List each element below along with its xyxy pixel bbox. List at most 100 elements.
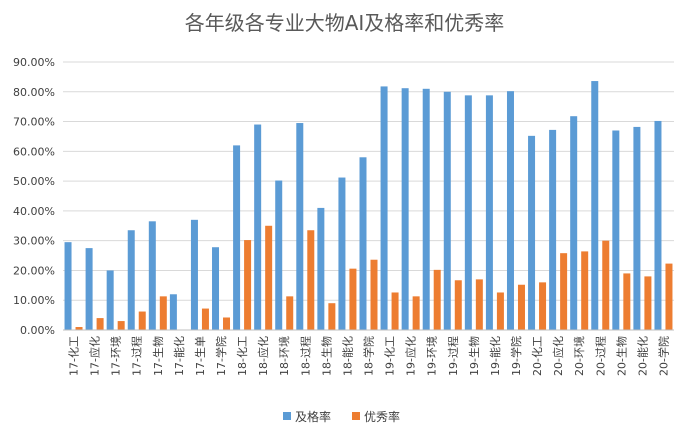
bar-pass-rate: [85, 248, 93, 330]
bar-excellent-rate: [307, 230, 315, 330]
bar-excellent-rate: [412, 296, 420, 330]
bar-pass-rate: [464, 95, 472, 330]
bar-excellent-rate: [265, 225, 273, 330]
bar-excellent-rate: [560, 253, 568, 330]
y-tick-label: 90.00%: [13, 56, 55, 69]
x-category-label: 18-化工: [235, 336, 249, 376]
bar-excellent-rate: [454, 280, 462, 330]
bar-pass-rate: [148, 221, 156, 330]
bar-pass-rate: [549, 129, 557, 330]
bar-excellent-rate: [623, 273, 631, 330]
bar-pass-rate: [296, 123, 304, 330]
chart-title: 各年级各专业大物AI及格率和优秀率: [185, 11, 505, 35]
bar-excellent-rate: [433, 269, 441, 330]
bar-excellent-rate: [96, 318, 104, 330]
bar-pass-rate: [275, 180, 283, 330]
x-category-label: 18-生物: [319, 336, 333, 376]
y-tick-label: 10.00%: [13, 294, 55, 307]
bar-excellent-rate: [665, 263, 673, 330]
bar-pass-rate: [612, 130, 620, 330]
y-tick-label: 80.00%: [13, 86, 55, 99]
y-tick-label: 0.00%: [20, 324, 55, 337]
x-category-label: 17-环境: [109, 336, 123, 376]
x-category-label: 18-学院: [362, 336, 376, 376]
x-category-label: 17-过程: [131, 336, 144, 376]
y-tick-label: 70.00%: [13, 116, 55, 129]
bar-pass-rate: [212, 247, 220, 330]
bar-excellent-rate: [286, 296, 294, 330]
bar-pass-rate: [528, 135, 536, 330]
bar-excellent-rate: [496, 292, 504, 330]
x-category-label: 19-生物: [467, 336, 481, 376]
x-category-label: 18-应化: [256, 336, 270, 376]
bars: [64, 81, 673, 331]
bar-pass-rate: [443, 91, 451, 330]
bar-excellent-rate: [117, 321, 125, 330]
x-category-label: 18-能化: [340, 336, 354, 376]
x-category-label: 20-能化: [635, 336, 649, 376]
x-category-label: 19-能化: [488, 336, 502, 376]
bar-pass-rate: [591, 81, 599, 330]
bar-pass-rate: [127, 230, 135, 330]
bar-pass-rate: [401, 88, 409, 330]
y-tick-label: 60.00%: [13, 145, 55, 158]
x-category-label: 20-环境: [572, 336, 586, 376]
bar-excellent-rate: [581, 251, 589, 330]
x-category-label: 20-生物: [614, 336, 628, 376]
x-axis-categories: 17-化工 17-应化 17-环境 17-过程 17-生物 17-能化 17-生单 17-学院…: [67, 336, 671, 376]
bar-pass-rate: [338, 177, 346, 330]
bar-excellent-rate: [159, 296, 167, 330]
bar-excellent-rate: [349, 268, 357, 330]
x-category-label: 17-能化: [172, 336, 186, 376]
bar-pass-rate: [254, 124, 262, 330]
legend-label-pass: 及格率: [295, 409, 331, 424]
x-category-label: 18-环境: [277, 336, 291, 376]
bar-excellent-rate: [517, 284, 525, 330]
x-category-label: 20-化工: [530, 336, 544, 376]
bar-pass-rate: [485, 95, 493, 330]
bar-excellent-rate: [138, 311, 146, 330]
x-category-label: 17-生物: [151, 336, 165, 376]
bar-pass-rate: [422, 88, 430, 330]
x-category-label: 17-学院: [214, 336, 228, 376]
bar-pass-rate: [190, 219, 198, 330]
y-tick-label: 40.00%: [13, 205, 55, 218]
bar-pass-rate: [169, 294, 177, 330]
y-tick-label: 30.00%: [13, 235, 55, 248]
x-category-label: 20-应化: [551, 336, 565, 376]
y-axis-ticks: 0.00% 10.00% 20.00% 30.00% 40.00% 50.00% 60.00…: [13, 56, 55, 337]
bar-excellent-rate: [475, 279, 483, 330]
x-category-label: 17-应化: [88, 336, 102, 376]
bar-excellent-rate: [370, 259, 378, 330]
x-category-label: 19-环境: [425, 336, 439, 376]
x-category-label: 19-应化: [404, 336, 418, 376]
x-category-label: 17-化工: [67, 336, 81, 376]
x-category-label: 19-学院: [509, 336, 523, 376]
bar-excellent-rate: [75, 327, 83, 330]
x-category-label: 19-过程: [447, 336, 460, 376]
bar-excellent-rate: [244, 240, 252, 330]
x-category-label: 18-过程: [299, 336, 312, 376]
y-tick-label: 50.00%: [13, 175, 55, 188]
bar-pass-rate: [506, 91, 514, 331]
bar-excellent-rate: [644, 276, 652, 330]
legend-swatch-pass: [283, 412, 291, 420]
x-category-label: 20-过程: [594, 336, 607, 376]
bar-pass-rate: [64, 242, 72, 330]
x-category-label: 20-学院: [656, 336, 670, 376]
legend: 及格率 优秀率: [283, 409, 400, 424]
bar-pass-rate: [654, 120, 662, 331]
bar-excellent-rate: [328, 303, 336, 330]
bar-pass-rate: [380, 86, 388, 330]
bar-pass-rate: [570, 116, 578, 330]
y-tick-label: 20.00%: [13, 264, 55, 277]
bar-pass-rate: [633, 126, 641, 330]
bar-excellent-rate: [539, 282, 547, 330]
bar-pass-rate: [359, 157, 367, 330]
bar-excellent-rate: [602, 240, 610, 330]
x-category-label: 19-化工: [383, 336, 397, 376]
bar-pass-rate: [233, 145, 241, 330]
bar-pass-rate: [317, 207, 325, 330]
bar-excellent-rate: [391, 292, 399, 330]
